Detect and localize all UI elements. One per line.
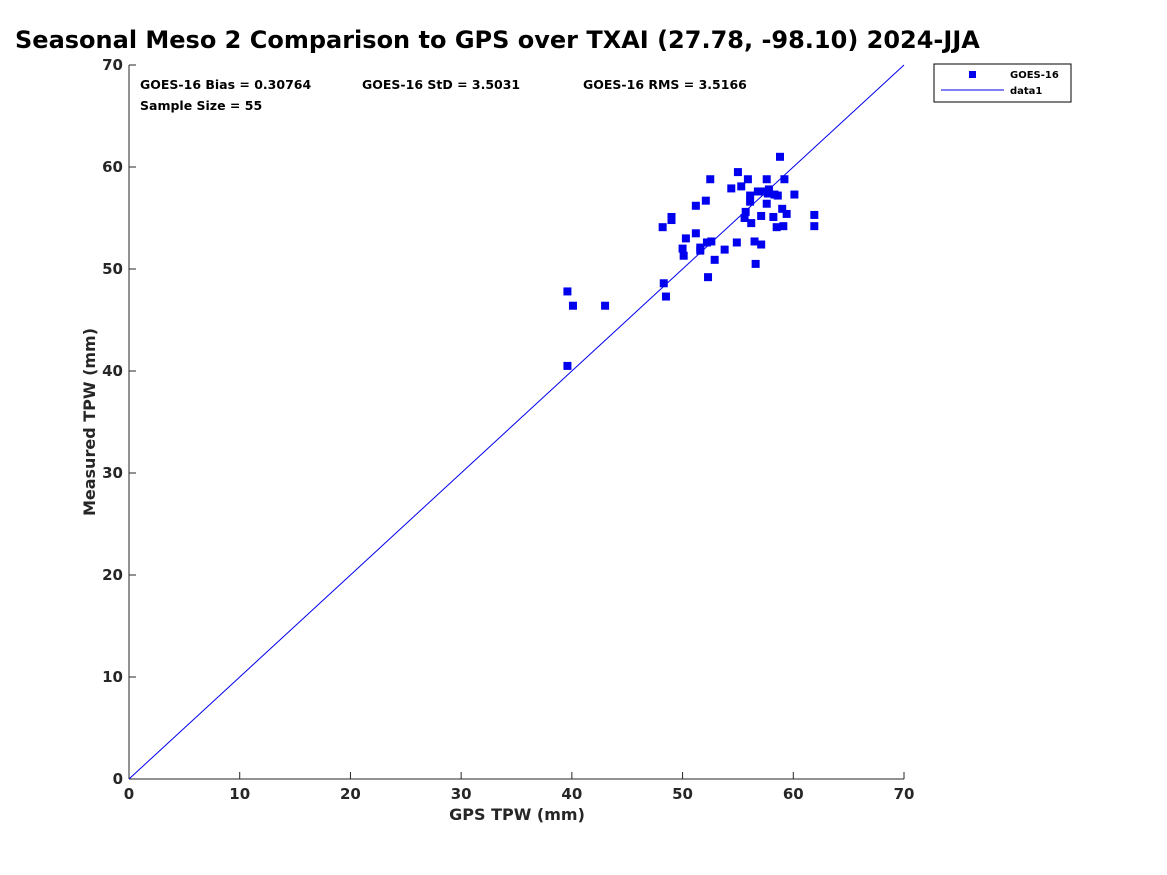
data-point [710, 255, 719, 264]
data-point [782, 209, 791, 218]
y-tick-label: 40 [102, 362, 123, 380]
data-point [568, 301, 577, 310]
data-point [706, 175, 715, 184]
legend-marker-goes16 [969, 71, 976, 78]
legend-label-data1: data1 [1010, 86, 1042, 97]
data-point [563, 287, 572, 296]
y-tick-label: 10 [102, 668, 123, 686]
data-point [696, 243, 705, 252]
data-point [780, 175, 789, 184]
rms-annotation: GOES-16 RMS = 3.5166 [583, 77, 747, 92]
x-tick-label: 40 [561, 785, 582, 803]
data-point [743, 175, 752, 184]
data-point [750, 237, 759, 246]
data-point [667, 212, 676, 221]
y-axis-label: Measured TPW (mm) [80, 328, 99, 516]
x-tick-label: 60 [783, 785, 804, 803]
data-point [769, 212, 778, 221]
data-point [753, 187, 762, 196]
data-point [773, 191, 782, 200]
data-point [741, 207, 750, 216]
tick-labels: 0 10 20 30 40 50 60 70 0 10 20 30 40 50 60 70 [102, 56, 914, 803]
x-tick-label: 20 [340, 785, 361, 803]
one-to-one-line [128, 64, 905, 780]
data-point [679, 251, 688, 260]
y-tick-label: 0 [113, 770, 123, 788]
data-point [707, 237, 716, 246]
data-point [776, 152, 784, 161]
data-point [746, 197, 755, 206]
data-point [810, 222, 819, 231]
reference-line-group [128, 64, 905, 780]
y-tick-label: 30 [102, 464, 123, 482]
data-point [790, 190, 799, 199]
y-tick-label: 70 [102, 56, 123, 74]
data-point [764, 185, 773, 194]
data-point [733, 168, 742, 177]
data-point [759, 187, 768, 196]
x-tick-label: 70 [894, 785, 915, 803]
x-tick-label: 0 [124, 785, 134, 803]
y-tick-label: 50 [102, 260, 123, 278]
data-point [762, 199, 771, 208]
data-point [704, 273, 713, 282]
data-point [661, 292, 670, 301]
data-point [779, 222, 788, 231]
data-point [737, 182, 746, 191]
data-point [762, 175, 771, 184]
data-point [701, 196, 710, 205]
data-point [681, 234, 690, 243]
data-point [778, 204, 787, 213]
data-point [757, 240, 766, 249]
x-tick-label: 10 [229, 785, 250, 803]
x-tick-label: 50 [672, 785, 693, 803]
sample-size-annotation: Sample Size = 55 [140, 98, 262, 113]
data-point [720, 245, 729, 254]
std-annotation: GOES-16 StD = 3.5031 [362, 77, 520, 92]
data-points [563, 152, 819, 370]
legend-label-goes16: GOES-16 [1010, 70, 1059, 81]
axes [128, 64, 905, 780]
data-point [563, 361, 572, 370]
data-point [747, 219, 756, 228]
data-point [727, 184, 736, 193]
x-tick-label: 30 [451, 785, 472, 803]
data-point [746, 191, 755, 200]
data-point [691, 201, 700, 210]
data-point [658, 223, 667, 232]
data-point [757, 211, 766, 220]
data-point [691, 229, 700, 238]
x-axis-label: GPS TPW (mm) [449, 805, 585, 824]
data-point [678, 244, 687, 253]
y-tick-label: 20 [102, 566, 123, 584]
data-point [740, 214, 749, 222]
legend-box [933, 63, 1072, 103]
data-point [732, 238, 741, 247]
data-point [601, 301, 610, 310]
bias-annotation: GOES-16 Bias = 0.30764 [140, 77, 311, 92]
data-point [810, 210, 819, 219]
data-point [659, 279, 668, 288]
y-tick-label: 60 [102, 158, 123, 176]
data-point [702, 238, 711, 247]
data-point [751, 259, 760, 268]
legend: GOES-16 data1 [933, 63, 1072, 103]
data-point [772, 223, 781, 232]
chart-title: Seasonal Meso 2 Comparison to GPS over T… [15, 26, 980, 54]
data-point [763, 189, 772, 198]
